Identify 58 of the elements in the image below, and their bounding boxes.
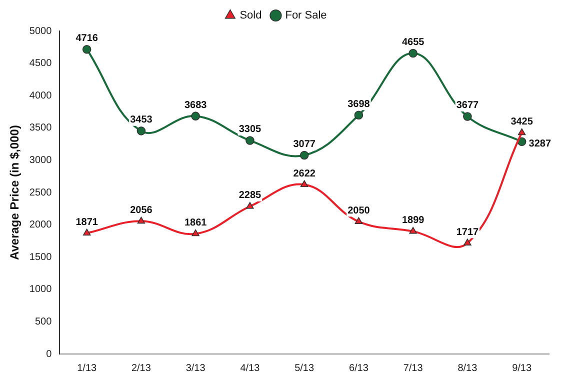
data-label: 2285 [238, 190, 262, 202]
point [246, 136, 254, 145]
point [136, 126, 146, 136]
data-label: 2050 [348, 205, 370, 216]
y-tick-label: 0 [46, 348, 52, 360]
point [137, 216, 146, 224]
x-tick-label: 3/13 [186, 362, 206, 374]
point [354, 217, 363, 224]
x-tick-label: 9/13 [512, 362, 532, 374]
point [300, 180, 308, 188]
data-label: 3453 [130, 114, 153, 126]
data-label: 4655 [402, 37, 425, 48]
data-label: 3077 [293, 138, 316, 150]
point [82, 44, 92, 54]
data-label: 2056 [130, 204, 153, 216]
point [354, 110, 364, 120]
point [246, 202, 254, 209]
data-label: 1899 [402, 215, 425, 226]
y-tick-label: 4500 [29, 58, 52, 70]
x-tick-label: 2/13 [131, 362, 152, 374]
data-label: 2622 [293, 168, 316, 180]
point [408, 48, 418, 58]
y-tick-label: 3500 [29, 122, 52, 134]
y-tick-label: 500 [34, 316, 52, 328]
point [82, 228, 91, 236]
data-label: 3698 [348, 98, 370, 110]
y-axis-title: Average Price (in $,000) [8, 125, 22, 260]
legend-label: For Sale [285, 10, 327, 22]
data-label: 3287 [528, 138, 552, 150]
point [300, 150, 309, 160]
point [409, 226, 417, 234]
data-label: 1871 [76, 216, 98, 228]
x-tick-label: 7/13 [403, 362, 424, 374]
data-label: 3425 [510, 116, 534, 128]
x-tick-label: 8/13 [458, 362, 478, 374]
data-label: 4716 [76, 33, 98, 44]
data-label: 3683 [184, 100, 208, 111]
y-tick-label: 2000 [29, 220, 52, 231]
point [464, 238, 472, 246]
y-tick-label: 1500 [29, 252, 52, 263]
x-tick-label: 5/13 [294, 362, 314, 374]
data-label: 1861 [184, 218, 208, 229]
y-tick-label: 2500 [29, 187, 52, 198]
point [191, 112, 200, 120]
x-tick-label: 1/13 [77, 362, 97, 374]
data-label: 3305 [238, 124, 262, 136]
data-label: 3677 [456, 100, 479, 112]
y-tick-label: 1000 [29, 284, 52, 296]
x-tick-label: 4/13 [240, 362, 260, 374]
x-tick-label: 6/13 [348, 362, 369, 374]
point [518, 128, 526, 136]
y-tick-label: 3000 [29, 154, 52, 166]
point [463, 112, 472, 121]
point [192, 229, 200, 236]
y-tick-label: 5000 [29, 26, 52, 37]
data-label: 1717 [456, 226, 479, 238]
y-tick-label: 4000 [29, 90, 52, 102]
legend-label: Sold [240, 10, 262, 22]
